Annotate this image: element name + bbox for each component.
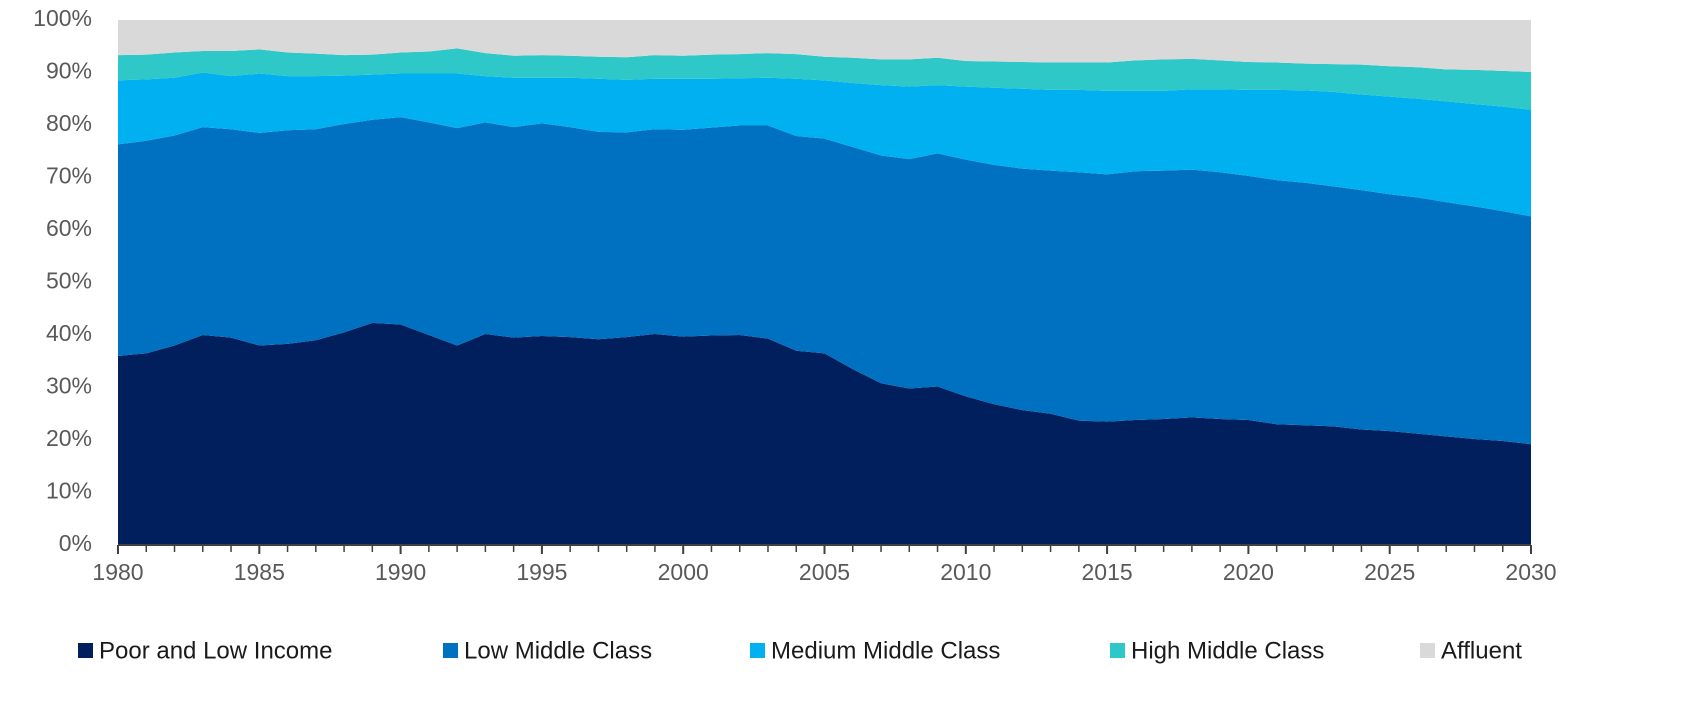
y-tick-label: 70%	[46, 163, 92, 189]
y-tick-label: 60%	[46, 215, 92, 241]
y-tick-label: 40%	[46, 320, 92, 346]
legend-swatch	[78, 643, 93, 658]
y-tick-label: 100%	[33, 5, 92, 31]
x-tick-label: 2025	[1364, 559, 1415, 585]
legend-label: Poor and Low Income	[99, 637, 332, 664]
legend-label: Medium Middle Class	[771, 637, 1000, 664]
x-tick-label: 1990	[375, 559, 426, 585]
y-tick-label: 90%	[46, 58, 92, 84]
x-tick-label: 2015	[1082, 559, 1133, 585]
y-tick-label: 50%	[46, 268, 92, 294]
area	[118, 48, 1531, 110]
x-tick-label: 1985	[234, 559, 285, 585]
x-tick-label: 2010	[940, 559, 991, 585]
legend-swatch	[1420, 643, 1435, 658]
legend-swatch	[1110, 643, 1125, 658]
y-tick-label: 30%	[46, 373, 92, 399]
x-tick-label: 1995	[516, 559, 567, 585]
legend-label: Affluent	[1441, 637, 1522, 664]
x-tick-label: 2030	[1505, 559, 1556, 585]
y-tick-label: 20%	[46, 425, 92, 451]
area	[118, 117, 1531, 445]
x-tick-label: 2000	[658, 559, 709, 585]
area	[118, 322, 1531, 545]
legend-label: High Middle Class	[1131, 637, 1324, 664]
x-tick-label: 2005	[799, 559, 850, 585]
x-tick-label: 1980	[92, 559, 143, 585]
y-tick-label: 0%	[59, 530, 92, 556]
area	[118, 72, 1531, 217]
legend-label: Low Middle Class	[464, 637, 652, 664]
x-tick-label: 2020	[1223, 559, 1274, 585]
legend-swatch	[443, 643, 458, 658]
legend-swatch	[750, 643, 765, 658]
area	[118, 20, 1531, 72]
y-tick-label: 10%	[46, 478, 92, 504]
y-tick-label: 80%	[46, 110, 92, 136]
